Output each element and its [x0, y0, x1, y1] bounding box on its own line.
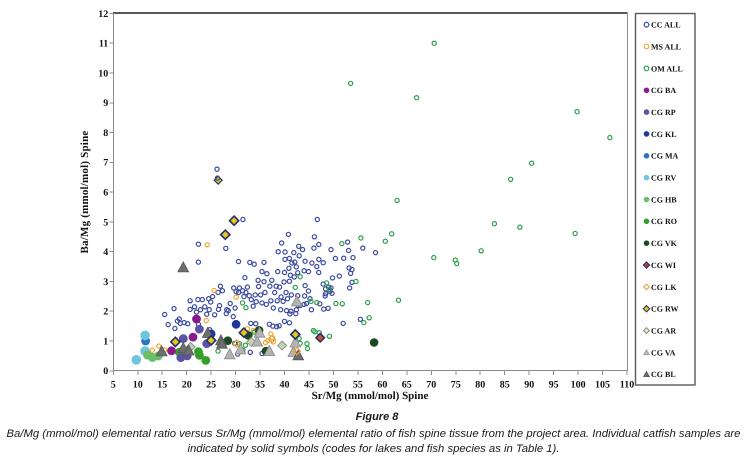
svg-text:Ba/Mg (mmol/mol) Spine: Ba/Mg (mmol/mol) Spine [79, 131, 91, 254]
svg-text:CG KL: CG KL [651, 130, 677, 139]
svg-text:10: 10 [98, 68, 108, 79]
svg-text:75: 75 [451, 379, 461, 390]
svg-text:55: 55 [353, 379, 363, 390]
svg-text:CG RP: CG RP [651, 108, 676, 117]
svg-text:50: 50 [329, 379, 339, 390]
svg-text:1: 1 [103, 336, 108, 347]
svg-text:5: 5 [111, 379, 116, 390]
svg-text:CG BA: CG BA [651, 86, 676, 95]
svg-text:Sr/Mg (mmol/mol) Spine: Sr/Mg (mmol/mol) Spine [312, 390, 429, 402]
svg-text:0: 0 [103, 366, 108, 377]
svg-text:CG VA: CG VA [651, 348, 676, 357]
svg-text:10: 10 [133, 379, 143, 390]
svg-text:45: 45 [304, 379, 314, 390]
svg-text:8: 8 [103, 128, 108, 139]
svg-text:2: 2 [103, 307, 108, 318]
svg-text:CG RO: CG RO [651, 217, 677, 226]
svg-text:CG MA: CG MA [651, 152, 679, 161]
svg-text:CG WI: CG WI [651, 261, 676, 270]
svg-text:95: 95 [549, 379, 559, 390]
svg-text:3: 3 [103, 277, 108, 288]
svg-text:25: 25 [206, 379, 216, 390]
svg-text:CC ALL: CC ALL [651, 21, 681, 30]
svg-text:12: 12 [98, 9, 108, 20]
svg-text:60: 60 [377, 379, 387, 390]
svg-text:35: 35 [255, 379, 265, 390]
svg-text:105: 105 [595, 379, 610, 390]
svg-text:15: 15 [157, 379, 167, 390]
svg-text:110: 110 [620, 379, 634, 390]
svg-text:CG RW: CG RW [651, 305, 679, 314]
svg-text:MS ALL: MS ALL [651, 42, 681, 51]
svg-text:7: 7 [103, 158, 108, 169]
svg-text:CG LK: CG LK [651, 283, 677, 292]
svg-text:90: 90 [524, 379, 534, 390]
svg-text:11: 11 [99, 39, 108, 50]
svg-text:4: 4 [103, 247, 108, 258]
svg-text:9: 9 [103, 98, 108, 109]
svg-text:30: 30 [231, 379, 241, 390]
svg-text:CG AR: CG AR [651, 327, 676, 336]
svg-text:85: 85 [500, 379, 510, 390]
svg-text:CG VK: CG VK [651, 239, 678, 248]
svg-text:80: 80 [475, 379, 485, 390]
svg-text:5: 5 [103, 217, 108, 228]
svg-text:6: 6 [103, 188, 108, 199]
svg-text:100: 100 [571, 379, 586, 390]
svg-text:70: 70 [426, 379, 436, 390]
svg-text:65: 65 [402, 379, 412, 390]
svg-text:40: 40 [280, 379, 290, 390]
svg-text:20: 20 [182, 379, 192, 390]
svg-text:CG HB: CG HB [651, 195, 677, 204]
svg-text:CG RV: CG RV [651, 174, 676, 183]
svg-text:OM ALL: OM ALL [651, 64, 683, 73]
svg-text:CG BL: CG BL [651, 370, 676, 379]
